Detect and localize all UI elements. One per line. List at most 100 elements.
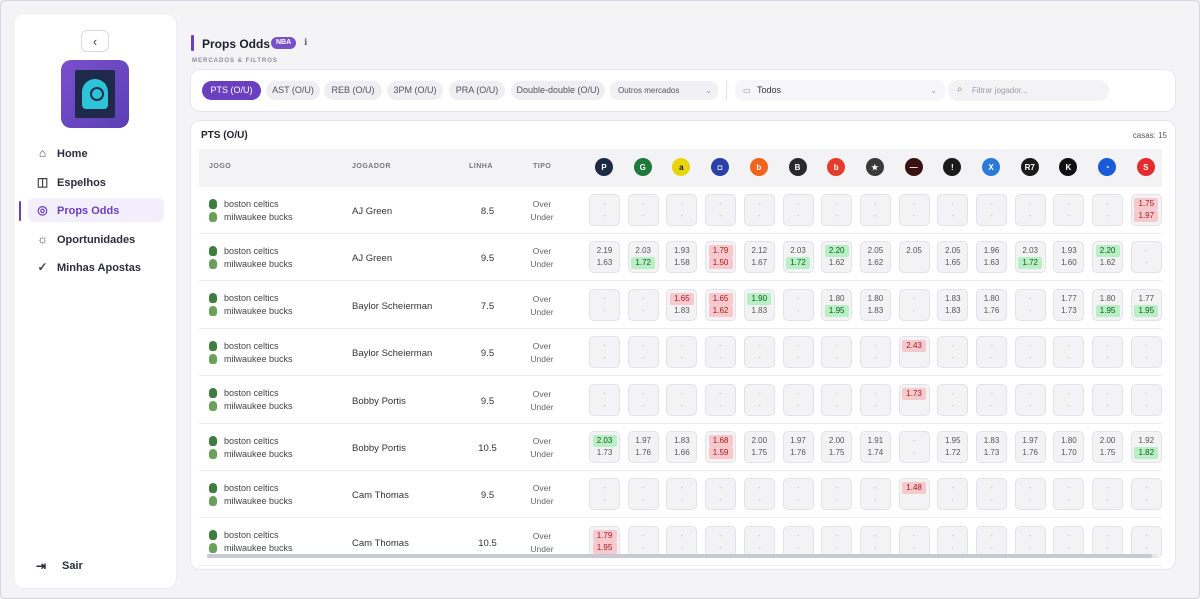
odds-cell[interactable]: 1.83 1.66: [666, 431, 698, 463]
odds-cell[interactable]: 2.03 1.73: [589, 431, 620, 463]
odds-cell[interactable]: --: [782, 525, 814, 558]
odds-cell[interactable]: --: [859, 525, 891, 558]
odds-cell[interactable]: --: [666, 478, 698, 511]
odds-cell[interactable]: 1.80 1.95: [821, 288, 853, 321]
odds-cell[interactable]: 1.80 1.95: [1092, 288, 1124, 321]
odds-cell[interactable]: --: [782, 194, 814, 226]
odds-cell[interactable]: --: [627, 288, 659, 321]
odds-cell[interactable]: --: [627, 336, 659, 369]
odds-cell[interactable]: --: [1014, 525, 1046, 558]
odds-cell[interactable]: 1.65 1.62: [705, 288, 737, 321]
odds-cell[interactable]: 2.05 1.62: [859, 241, 891, 274]
odds-cell[interactable]: --: [1014, 336, 1046, 369]
odds-cell[interactable]: --: [976, 194, 1007, 226]
odds-cell[interactable]: 1.65 1.83: [666, 288, 698, 321]
odds-cell[interactable]: --: [589, 383, 620, 416]
odds-cell[interactable]: --: [1092, 194, 1124, 226]
player-name[interactable]: AJ Green: [352, 253, 393, 265]
odds-cell[interactable]: --: [937, 336, 969, 369]
odds-cell[interactable]: 1.80 1.83: [859, 288, 891, 321]
odds-cell[interactable]: --: [898, 288, 930, 321]
odds-cell[interactable]: --: [821, 383, 853, 416]
odds-cell[interactable]: --: [937, 525, 969, 558]
odds-cell[interactable]: --: [1130, 336, 1162, 369]
sidebar-item-home[interactable]: ⌂ Home: [14, 140, 176, 168]
odds-cell[interactable]: --: [1130, 241, 1162, 274]
odds-cell[interactable]: --: [1130, 525, 1162, 558]
odds-cell[interactable]: --: [743, 336, 775, 369]
odds-cell[interactable]: 1.96 1.63: [976, 241, 1007, 274]
odds-cell[interactable]: 2.12 1.67: [743, 241, 775, 274]
odds-cell[interactable]: 1.92 1.82: [1130, 431, 1162, 463]
player-name[interactable]: Baylor Scheierman: [352, 348, 433, 360]
odds-cell[interactable]: 2.05 1.65: [937, 241, 969, 274]
odds-cell[interactable]: 1.91 1.74: [859, 431, 891, 463]
odds-cell[interactable]: --: [627, 194, 659, 226]
odds-cell[interactable]: 2.00 1.75: [821, 431, 853, 463]
odds-cell[interactable]: --: [859, 383, 891, 416]
odds-cell[interactable]: --: [1053, 383, 1085, 416]
odds-cell[interactable]: 1.83 1.73: [976, 431, 1007, 463]
odds-cell[interactable]: --: [1092, 525, 1124, 558]
odds-cell[interactable]: --: [898, 194, 930, 226]
odds-cell[interactable]: --: [1014, 194, 1046, 226]
market-tab-1[interactable]: AST (O/U): [266, 81, 320, 100]
odds-cell[interactable]: --: [1130, 383, 1162, 416]
odds-cell[interactable]: 1.77 1.73: [1053, 288, 1085, 321]
back-button[interactable]: ‹: [81, 30, 109, 52]
market-tab-2[interactable]: REB (O/U): [324, 81, 382, 100]
odds-cell[interactable]: 1.48: [898, 478, 930, 511]
odds-cell[interactable]: --: [1053, 194, 1085, 226]
odds-cell[interactable]: --: [705, 336, 737, 369]
odds-cell[interactable]: 1.79 1.50: [705, 241, 737, 274]
odds-cell[interactable]: 2.20 1.62: [821, 241, 853, 274]
odds-cell[interactable]: --: [821, 525, 853, 558]
odds-cell[interactable]: 1.97 1.76: [1014, 431, 1046, 463]
odds-cell[interactable]: --: [1053, 478, 1085, 511]
odds-cell[interactable]: --: [859, 194, 891, 226]
odds-cell[interactable]: --: [1053, 336, 1085, 369]
player-name[interactable]: Baylor Scheierman: [352, 300, 433, 312]
odds-cell[interactable]: 1.95 1.72: [937, 431, 969, 463]
odds-cell[interactable]: 1.75 1.97: [1130, 194, 1162, 226]
odds-cell[interactable]: --: [1014, 288, 1046, 321]
odds-cell[interactable]: --: [1130, 478, 1162, 511]
odds-cell[interactable]: --: [821, 478, 853, 511]
sidebar-item-props-odds[interactable]: ◎ Props Odds: [14, 197, 176, 225]
market-tab-3[interactable]: 3PM (O/U): [387, 81, 443, 100]
odds-cell[interactable]: --: [1092, 336, 1124, 369]
odds-cell[interactable]: --: [1053, 525, 1085, 558]
odds-cell[interactable]: --: [782, 336, 814, 369]
odds-cell[interactable]: 2.03 1.72: [627, 241, 659, 274]
odds-cell[interactable]: 2.00 1.75: [743, 431, 775, 463]
odds-cell[interactable]: --: [937, 383, 969, 416]
odds-cell[interactable]: 1.77 1.95: [1130, 288, 1162, 321]
odds-cell[interactable]: --: [743, 383, 775, 416]
other-markets-dropdown[interactable]: Outros mercados ⌄: [610, 81, 718, 100]
odds-cell[interactable]: --: [666, 194, 698, 226]
player-search-input[interactable]: [972, 83, 1102, 98]
player-name[interactable]: AJ Green: [352, 206, 393, 217]
odds-cell[interactable]: 1.93 1.60: [1053, 241, 1085, 274]
odds-cell[interactable]: 1.73: [898, 383, 930, 416]
odds-cell[interactable]: --: [627, 383, 659, 416]
odds-cell[interactable]: --: [821, 194, 853, 226]
odds-cell[interactable]: --: [589, 194, 620, 226]
odds-cell[interactable]: --: [898, 431, 930, 463]
odds-cell[interactable]: 1.93 1.58: [666, 241, 698, 274]
house-select[interactable]: ▭ Todos ⌄: [735, 80, 945, 101]
odds-cell[interactable]: --: [705, 383, 737, 416]
odds-cell[interactable]: --: [859, 478, 891, 511]
player-name[interactable]: Cam Thomas: [352, 537, 409, 549]
odds-cell[interactable]: --: [743, 194, 775, 226]
odds-cell[interactable]: --: [976, 383, 1007, 416]
odds-cell[interactable]: --: [666, 525, 698, 558]
odds-cell[interactable]: 1.83 1.83: [937, 288, 969, 321]
odds-cell[interactable]: --: [976, 525, 1007, 558]
odds-cell[interactable]: --: [821, 336, 853, 369]
odds-cell[interactable]: --: [666, 336, 698, 369]
odds-cell[interactable]: --: [589, 336, 620, 369]
odds-cell[interactable]: 1.80 1.76: [976, 288, 1007, 321]
market-tab-5[interactable]: Double-double (O/U): [511, 81, 605, 100]
market-tab-0[interactable]: PTS (O/U): [202, 81, 261, 100]
